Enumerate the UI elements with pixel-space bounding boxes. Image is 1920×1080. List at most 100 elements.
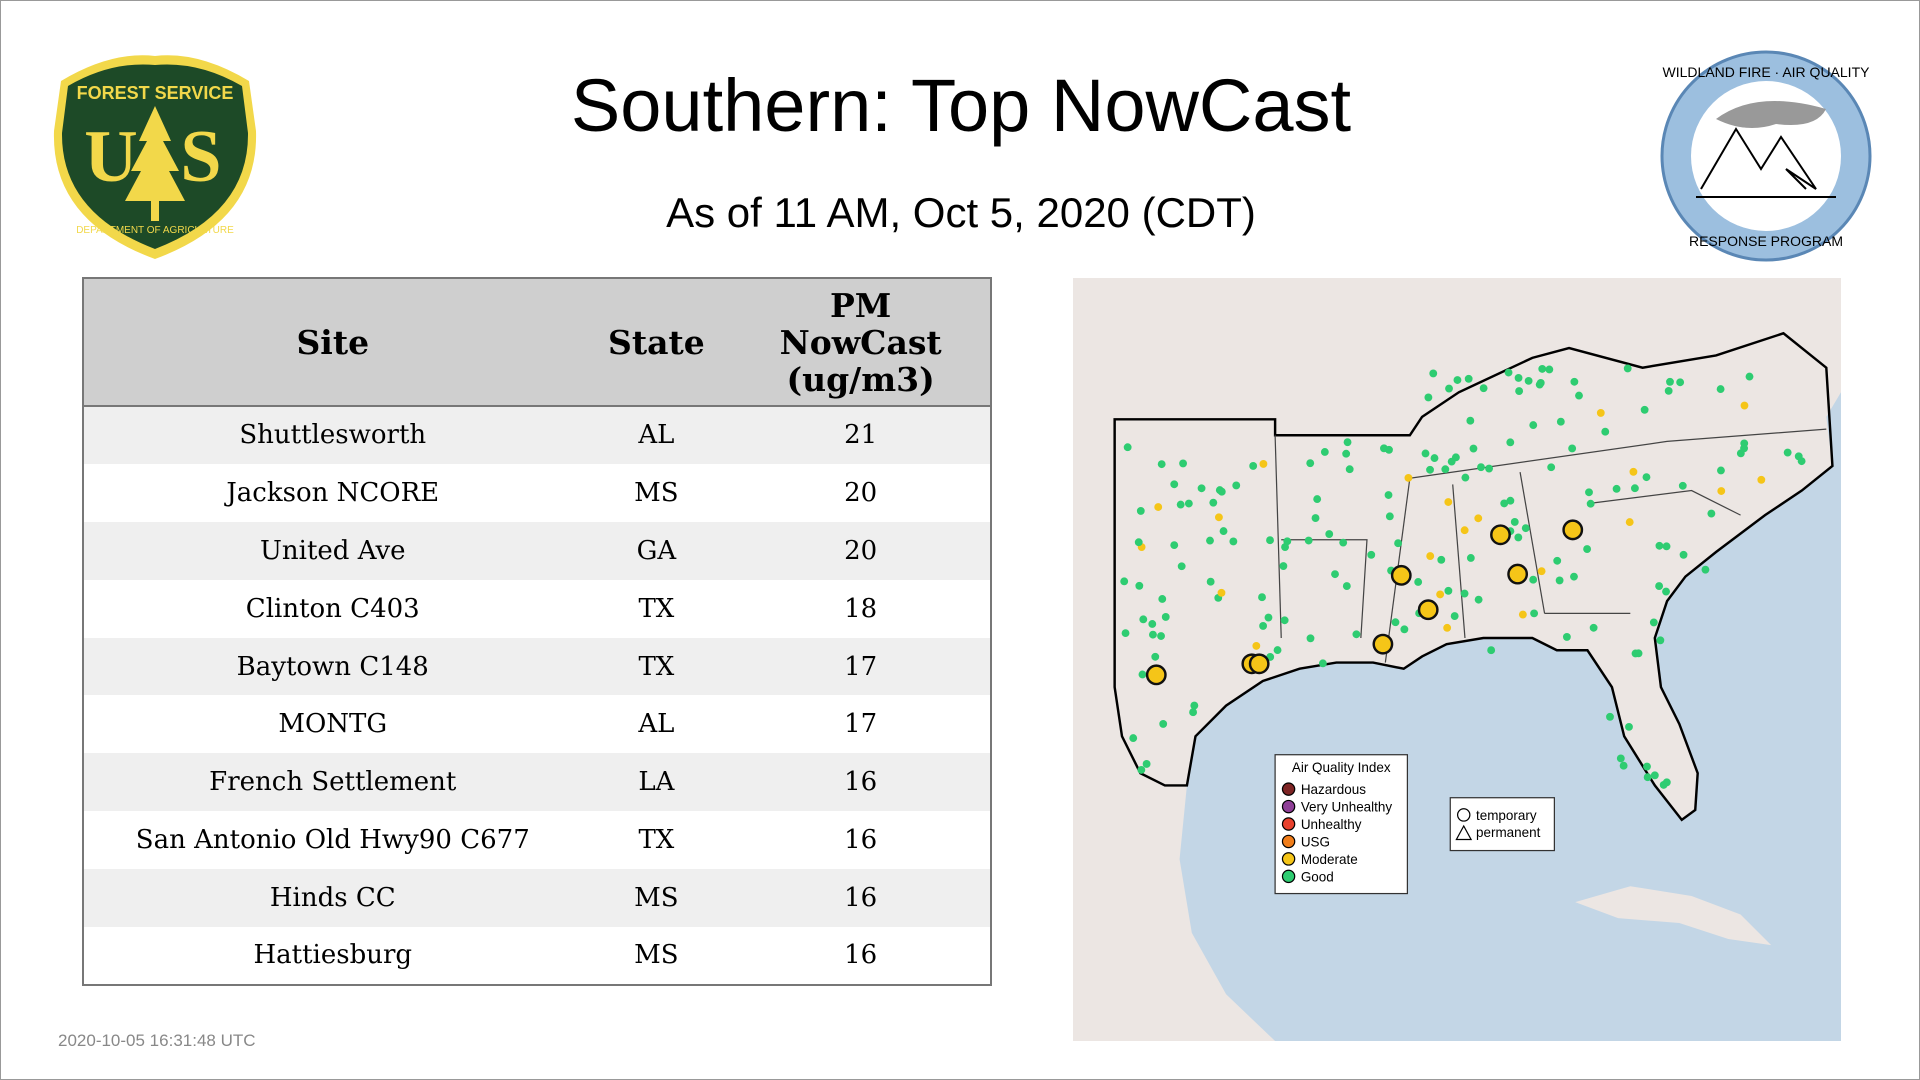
good-monitor-dot	[1447, 457, 1456, 466]
good-monitor-dot	[1215, 486, 1224, 495]
good-monitor-dot	[1424, 393, 1433, 402]
good-monitor-dot	[1650, 771, 1659, 780]
moderate-monitor-dot	[1740, 401, 1749, 410]
good-monitor-dot	[1662, 542, 1671, 551]
good-monitor-dot	[1514, 373, 1523, 382]
good-monitor-dot	[1562, 632, 1571, 641]
good-monitor-dot	[1556, 417, 1565, 426]
cell-site: MONTG	[83, 695, 582, 754]
cuba	[1575, 886, 1772, 946]
legend-swatch	[1281, 834, 1296, 849]
good-monitor-dot	[1524, 376, 1533, 385]
good-monitor-dot	[1394, 539, 1403, 548]
page-title: Southern: Top NowCast	[570, 64, 1352, 147]
cell-nowcast: 20	[731, 521, 991, 580]
good-monitor-dot	[1464, 374, 1473, 383]
good-monitor-dot	[1616, 754, 1625, 763]
cell-site: Baytown C148	[83, 637, 582, 696]
good-monitor-dot	[1535, 380, 1544, 389]
good-monitor-dot	[1176, 500, 1185, 509]
cell-site: United Ave	[83, 521, 582, 580]
cell-nowcast: 16	[731, 927, 991, 985]
good-monitor-dot	[1547, 463, 1556, 472]
good-monitor-dot	[1506, 496, 1515, 505]
aqi-map: Air Quality Index Hazardous Very Unhealth…	[1073, 278, 1841, 1041]
legend-label: Hazardous	[1301, 782, 1366, 797]
wildland-fire-logo: WILDLAND FIRE · AIR QUALITY RESPONSE PRO…	[1660, 50, 1872, 262]
good-monitor-dot	[1461, 473, 1470, 482]
good-monitor-dot	[1583, 545, 1592, 553]
good-monitor-dot	[1258, 593, 1266, 602]
top-site-marker	[1562, 519, 1584, 541]
timestamp: 2020-10-05 16:31:48 UTC	[58, 1031, 256, 1050]
good-monitor-dot	[1177, 562, 1186, 571]
shape-legend-temporary: temporary	[1476, 808, 1537, 823]
triangle-icon	[1455, 824, 1473, 841]
good-monitor-dot	[1232, 481, 1241, 490]
good-monitor-dot	[1206, 577, 1215, 586]
column-header-site: Site	[83, 278, 582, 407]
region-outline	[1113, 331, 1834, 822]
moderate-monitor-dot	[1404, 473, 1413, 482]
good-monitor-dot	[1623, 364, 1632, 373]
good-monitor-dot	[1530, 609, 1539, 618]
good-monitor-dot	[1545, 365, 1554, 374]
good-monitor-dot	[1170, 541, 1179, 550]
good-monitor-dot	[1643, 773, 1652, 782]
good-monitor-dot	[1460, 589, 1469, 598]
good-monitor-dot	[1331, 570, 1339, 579]
good-monitor-dot	[1601, 427, 1610, 436]
good-monitor-dot	[1707, 509, 1716, 518]
cell-nowcast: 16	[731, 753, 991, 812]
top-site-marker	[1417, 599, 1439, 621]
good-monitor-dot	[1585, 488, 1593, 497]
cell-state: LA	[581, 753, 732, 812]
table-row: United Ave GA 20	[83, 521, 991, 580]
moderate-monitor-dot	[1518, 610, 1527, 619]
good-monitor-dot	[1717, 466, 1725, 475]
good-monitor-dot	[1391, 618, 1400, 627]
good-monitor-dot	[1445, 384, 1453, 393]
cell-site: Clinton C403	[83, 579, 582, 638]
cell-state: TX	[581, 579, 732, 638]
good-monitor-dot	[1157, 632, 1165, 640]
table-row: French Settlement LA 16	[83, 753, 991, 812]
good-monitor-dot	[1190, 701, 1199, 710]
cell-state: TX	[581, 811, 732, 870]
good-monitor-dot	[1273, 646, 1282, 655]
good-monitor-dot	[1384, 491, 1393, 499]
moderate-monitor-dot	[1717, 487, 1726, 495]
good-monitor-dot	[1469, 444, 1478, 453]
top-nowcast-table: Site State PM NowCast (ug/m3) Shuttleswo…	[82, 277, 992, 986]
good-monitor-dot	[1367, 550, 1376, 559]
good-monitor-dot	[1139, 615, 1148, 624]
good-monitor-dot	[1157, 460, 1166, 469]
good-monitor-dot	[1400, 625, 1409, 634]
good-monitor-dot	[1279, 562, 1288, 570]
good-monitor-dot	[1466, 554, 1475, 562]
good-monitor-dot	[1510, 518, 1519, 526]
good-monitor-dot	[1123, 443, 1132, 452]
good-monitor-dot	[1555, 576, 1564, 585]
cell-nowcast: 17	[731, 695, 991, 754]
good-monitor-dot	[1783, 448, 1792, 457]
good-monitor-dot	[1430, 454, 1439, 463]
cell-state: GA	[581, 521, 732, 580]
cell-site: Hinds CC	[83, 869, 582, 928]
cell-state: MS	[581, 869, 732, 928]
cell-site: Shuttlesworth	[83, 406, 582, 464]
good-monitor-dot	[1229, 537, 1238, 546]
cell-nowcast: 18	[731, 579, 991, 638]
table-row: Jackson NCORE MS 20	[83, 463, 991, 522]
good-monitor-dot	[1421, 449, 1430, 458]
good-monitor-dot	[1311, 514, 1320, 523]
good-monitor-dot	[1137, 765, 1146, 774]
good-monitor-dot	[1514, 533, 1523, 542]
good-monitor-dot	[1325, 530, 1334, 538]
good-monitor-dot	[1640, 405, 1649, 414]
good-monitor-dot	[1666, 377, 1674, 386]
good-monitor-dot	[1444, 586, 1453, 595]
moderate-monitor-dot	[1217, 588, 1226, 597]
good-monitor-dot	[1121, 629, 1130, 638]
good-monitor-dot	[1149, 630, 1157, 639]
